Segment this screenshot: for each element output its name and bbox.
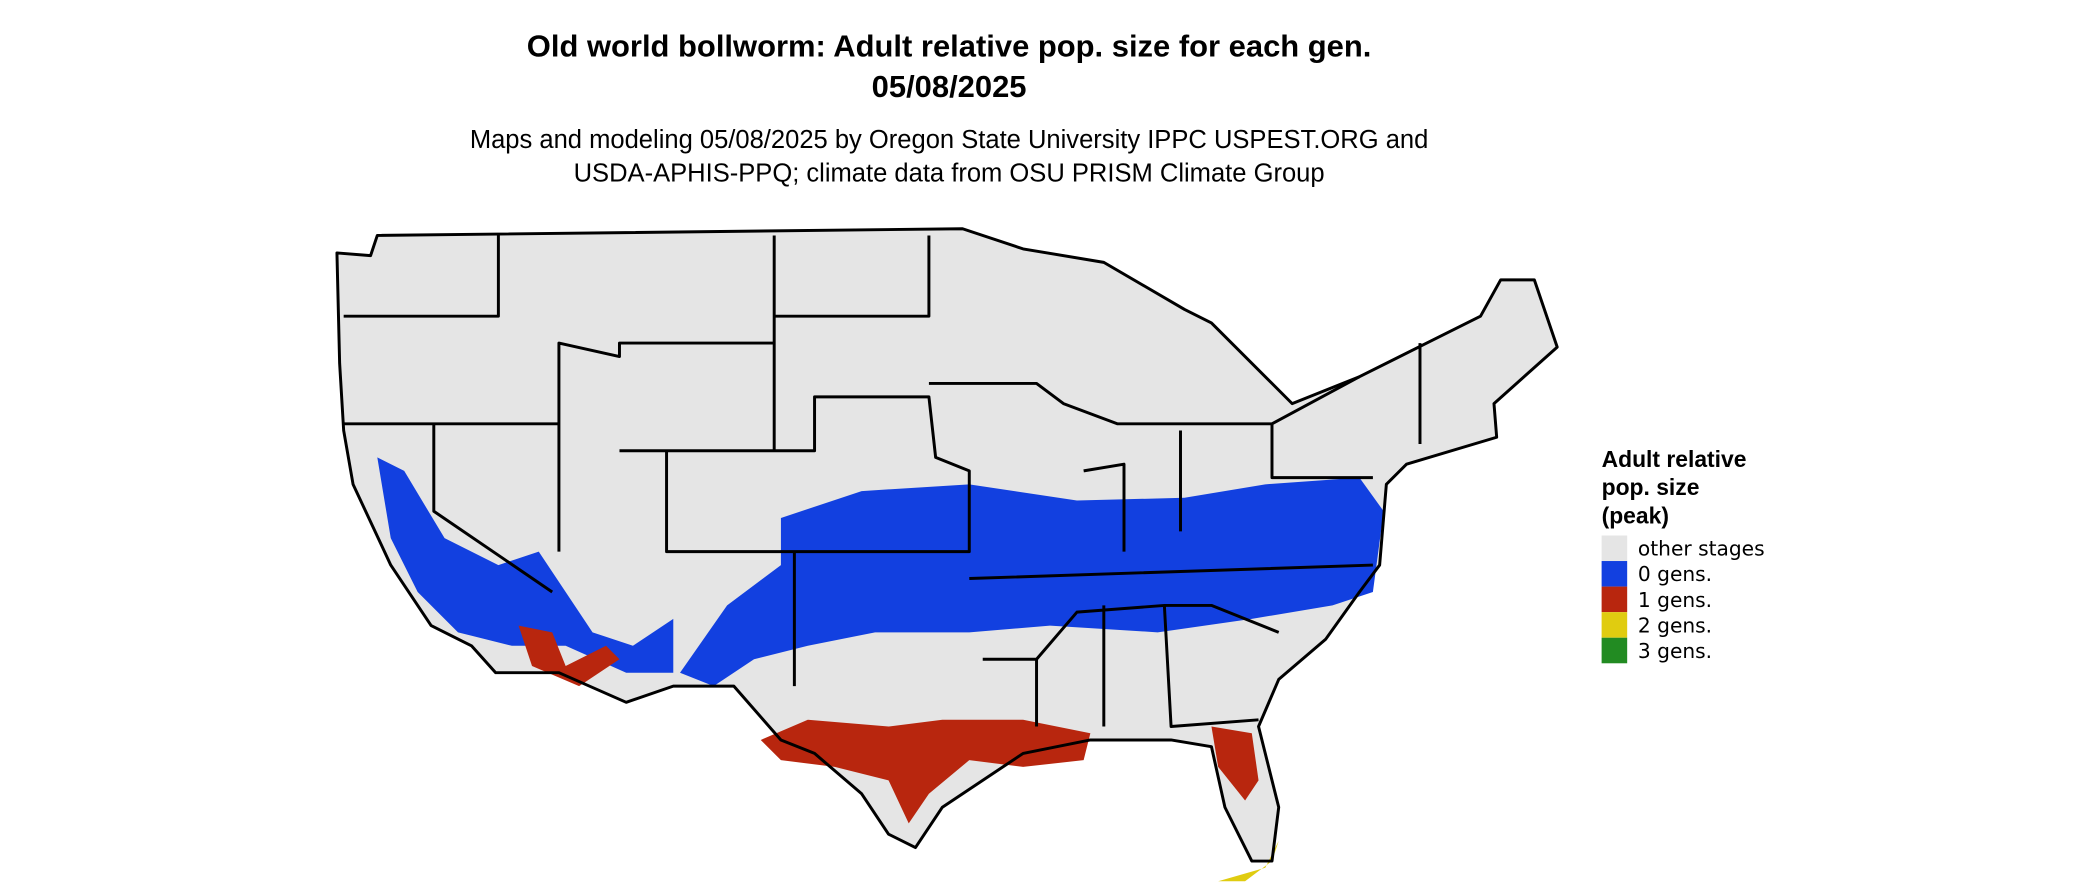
map-date: 05/08/2025: [872, 69, 1027, 104]
us-map: [335, 227, 1559, 882]
legend-label: other stages: [1638, 537, 1765, 561]
legend-swatch: [1601, 612, 1628, 638]
legend-label: 3 gens.: [1638, 639, 1712, 663]
state-borders: [343, 235, 1422, 728]
zone-2-gens: [1218, 840, 1279, 882]
zone-0-gens: [377, 457, 674, 673]
legend-label: 2 gens.: [1638, 613, 1712, 637]
subtitle: USDA-APHIS-PPQ; climate data from OSU PR…: [574, 160, 1325, 188]
state-borders: [335, 227, 1559, 863]
legend-swatch: [1601, 535, 1628, 562]
legend-label: 0 gens.: [1638, 562, 1712, 586]
legend-swatch: [1601, 586, 1628, 613]
subtitle: Maps and modeling 05/08/2025 by Oregon S…: [470, 126, 1429, 154]
legend-title: Adult relative: [1602, 446, 1747, 472]
zone-0-gens: [680, 477, 1384, 687]
legend-swatch: [1601, 561, 1628, 587]
zone-1-gens: [760, 719, 1091, 824]
legend-title: pop. size: [1602, 474, 1700, 500]
legend-label: 1 gens.: [1638, 588, 1712, 612]
zone-1-gens: [1211, 726, 1259, 801]
map-title: Old world bollworm: Adult relative pop. …: [527, 29, 1372, 64]
legend-title: (peak): [1602, 502, 1669, 528]
legend-swatch: [1601, 637, 1628, 664]
